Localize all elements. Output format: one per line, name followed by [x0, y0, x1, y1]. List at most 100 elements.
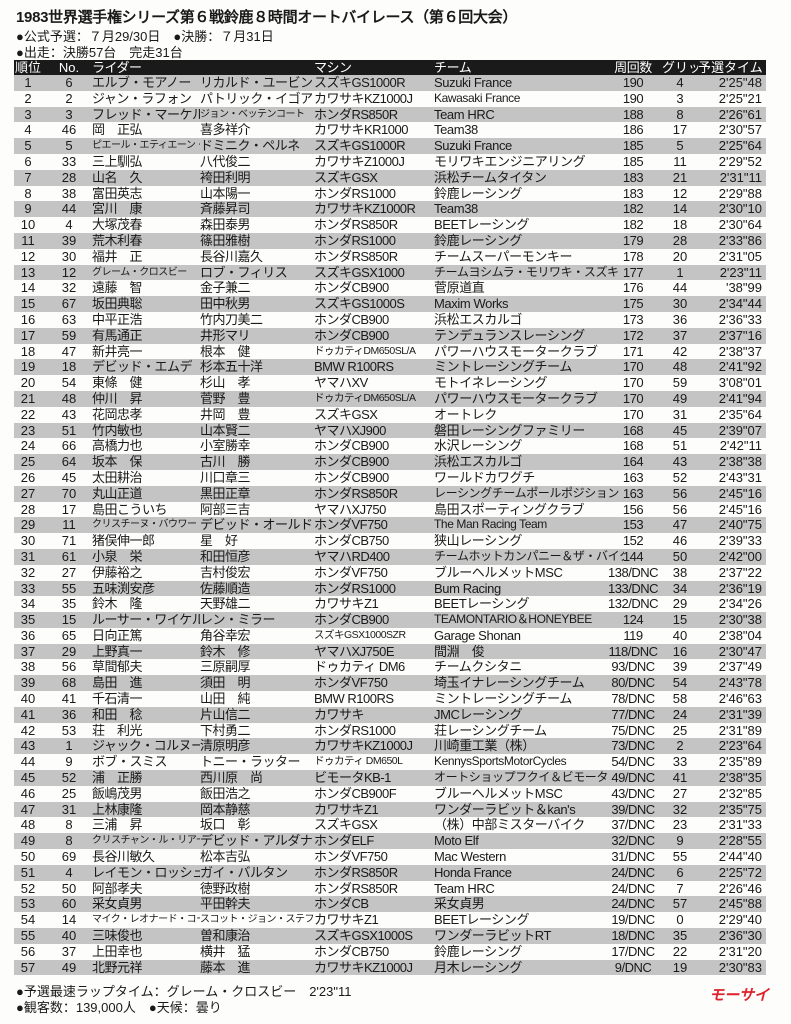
cell-machine: カワサキ: [314, 706, 365, 722]
cell-laps: 173: [622, 311, 644, 327]
cell-qualifying-time: 2'26"46: [718, 880, 762, 896]
cell-grid: 52: [672, 469, 688, 485]
cell-team: The Man Racing Team: [434, 517, 547, 532]
table-row: 54 14 マイク・レオナード・コールスコット・ジョン・ステファンズカワサキZ1 BE…: [14, 912, 766, 928]
cell-rider-1: 采女貞男: [92, 896, 143, 912]
cell-qualifying-time: 2'43"78: [718, 675, 762, 691]
cell-machine: スズキGSX1000SZR: [314, 628, 406, 641]
cell-machine: カワサキKZ1000J: [314, 90, 413, 106]
cell-number: 61: [61, 548, 77, 564]
cell-number: 65: [61, 627, 77, 643]
cell-rider-2: 三原嗣厚: [200, 659, 251, 675]
cell-rider-1: 有馬通正: [92, 327, 143, 343]
cell-position: 26: [20, 469, 36, 485]
cell-rider-2: スコット・ジョン・ステファンズ: [200, 914, 314, 926]
table-row: 44 9 ボブ・スミス トニー・ラッター ドゥカティ DM650L KennysSport…: [14, 754, 766, 770]
cell-rider-2: 飯田浩之: [200, 785, 251, 801]
cell-rider-2: 金子兼二: [200, 280, 251, 296]
cell-machine: カワサキKR1000: [314, 122, 408, 138]
cell-number: 67: [61, 296, 77, 312]
cell-grid: 48: [672, 359, 688, 375]
cell-number: 60: [61, 896, 77, 912]
cell-machine: ホンダCB900: [314, 612, 389, 628]
cell-qualifying-time: 2'34"26: [718, 596, 762, 612]
cell-machine: ホンダRS1000: [314, 580, 396, 596]
cell-laps: 24/DNC: [611, 896, 655, 912]
cell-rider-2: 天野雄二: [200, 596, 251, 612]
cell-qualifying-time: 2'35"64: [718, 406, 762, 422]
cell-team: Team38: [434, 201, 478, 217]
cell-rider-1: 山名 久: [92, 169, 143, 185]
cell-grid: 56: [672, 501, 688, 517]
cell-rider-2: ロブ・フィリス: [200, 264, 288, 280]
cell-rider-1: 鈴木 隆: [92, 596, 143, 612]
cell-rider-2: 杉本五十洋: [200, 359, 263, 375]
cell-rider-1: 荒木利春: [92, 232, 143, 248]
cell-number: 32: [61, 280, 77, 296]
cell-laps: 24/DNC: [611, 864, 655, 880]
table-header: 順位 No. ライダー マシン チーム 周回数 グリッド 予選タイム: [14, 60, 766, 75]
cell-number: 68: [61, 675, 77, 691]
cell-rider-2: 森田泰男: [200, 217, 251, 233]
cell-number: 41: [61, 691, 77, 707]
cell-rider-1: 上野真一: [92, 643, 143, 659]
cell-grid: 44: [672, 280, 688, 296]
cell-rider-1: 荘 利光: [92, 722, 143, 738]
cell-rider-1: デビッド・エムデ: [92, 359, 193, 375]
cell-team: 荘レーシングチーム: [434, 722, 547, 738]
cell-position: 57: [20, 959, 36, 975]
cell-position: 47: [20, 801, 36, 817]
cell-number: 8: [65, 833, 73, 849]
cell-grid: 0: [676, 912, 684, 928]
cell-laps: 93/DNC: [611, 659, 655, 675]
table-row: 42 53 荘 利光 下村勇二 ホンダRS1000 荘レーシングチーム 75/DNC 25 2'…: [14, 723, 766, 739]
cell-grid: 58: [672, 691, 688, 707]
cell-machine: ホンダELF: [314, 833, 374, 849]
cell-qualifying-time: 2'36"30: [718, 928, 762, 944]
cell-position: 41: [20, 706, 36, 722]
cell-qualifying-time: 2'28"55: [718, 833, 762, 849]
cell-position: 16: [20, 311, 36, 327]
cell-team: Mac Western: [434, 849, 506, 865]
cell-team: パワーハウスモータークラブ: [434, 390, 598, 406]
cell-laps: 177: [622, 264, 644, 280]
cell-position: 4: [24, 122, 32, 138]
cell-number: 54: [61, 375, 77, 391]
cell-rider-2: 藤本 進: [200, 959, 251, 975]
cell-number: 12: [61, 264, 77, 280]
cell-number: 53: [61, 722, 77, 738]
cell-qualifying-time: 2'31"39: [718, 706, 762, 722]
cell-rider-1: 日向正篤: [92, 627, 143, 643]
cell-number: 18: [61, 359, 77, 375]
cell-qualifying-time: 2'25"21: [718, 90, 762, 106]
table-row: 24 66 高橋力也 小室勝幸 ホンダCB900 水沢レーシング 168 51 2'42"11: [14, 438, 766, 454]
cell-team: BEETレーシング: [434, 912, 530, 928]
cell-team: テンデュランスレーシング: [434, 327, 585, 343]
table-row: 45 52 浦 正勝 西川原 尚 ビモータKB-1 オートショップフクイ＆ビモータ 49/D…: [14, 770, 766, 786]
cell-team: チームクシタニ: [434, 659, 522, 675]
cell-team: 菅原道直: [434, 280, 485, 296]
cell-qualifying-time: 2'40"75: [718, 517, 762, 533]
cell-qualifying-time: 2'38"37: [718, 343, 762, 359]
cell-rider-1: 上林康隆: [92, 801, 143, 817]
cell-grid: 28: [672, 232, 688, 248]
cell-position: 29: [20, 517, 36, 533]
cell-rider-1: 岡 正弘: [92, 122, 143, 138]
cell-team: Team HRC: [434, 880, 495, 896]
cell-position: 44: [20, 754, 36, 770]
cell-number: 28: [61, 169, 77, 185]
cell-qualifying-time: 2'36"19: [718, 580, 762, 596]
table-row: 27 70 丸山正道 黒田正章 ホンダRS850R レーシングチームポールポジション 163…: [14, 485, 766, 502]
cell-rider-1: ルーサー・ワイケル: [92, 612, 200, 628]
cell-team: 采女貞男: [434, 896, 485, 912]
cell-number: 4: [65, 864, 73, 880]
cell-position: 14: [20, 280, 36, 296]
cell-position: 19: [20, 359, 36, 375]
cell-qualifying-time: 2'46"63: [718, 691, 762, 707]
cell-machine: ホンダRS850R: [314, 880, 398, 896]
cell-team: オートショップフクイ＆ビモータ: [434, 770, 609, 785]
cell-position: 32: [20, 564, 36, 580]
cell-grid: 20: [672, 248, 688, 264]
